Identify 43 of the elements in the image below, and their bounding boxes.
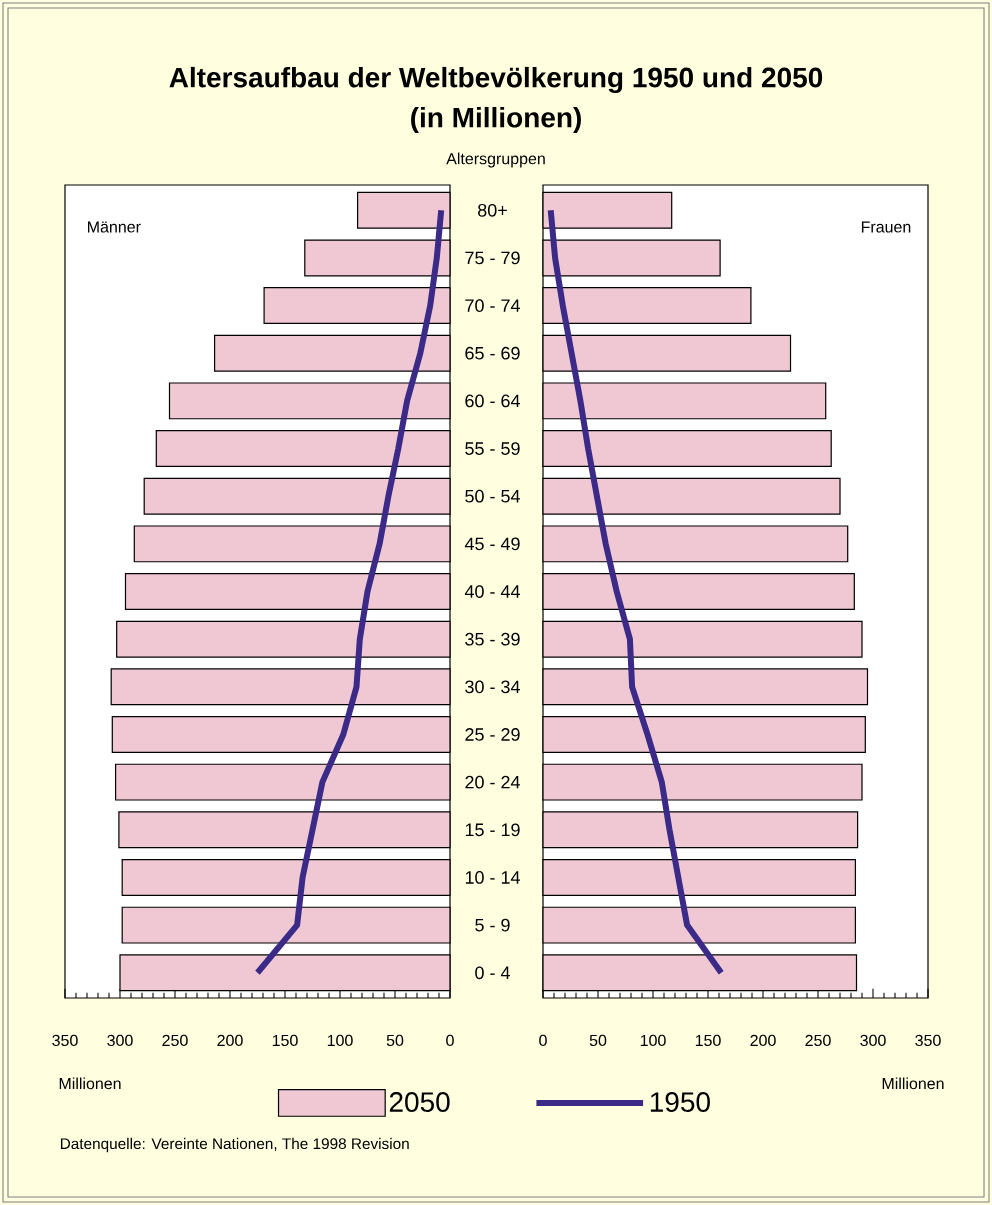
y-tick-label: 50 - 54 (465, 489, 520, 503)
y-tick-label: 35 - 39 (465, 632, 520, 646)
x-tick-label: 200 (217, 1034, 243, 1047)
x-tick-label: 200 (750, 1034, 776, 1047)
y-tick-label: 10 - 14 (465, 871, 520, 884)
x-tick-label: 0 (446, 1034, 454, 1047)
y-tick-label: 25 - 29 (465, 728, 520, 741)
x-axis-title: Millionen (59, 1077, 121, 1090)
y-tick-label: 30 - 34 (465, 680, 520, 694)
annotation: Männer (88, 221, 141, 233)
x-tick-label: 100 (327, 1034, 353, 1047)
y-tick-label: 15 - 19 (465, 823, 520, 837)
x-tick-label: 50 (589, 1034, 607, 1047)
y-tick-label: 60 - 64 (465, 394, 520, 408)
y-tick-label: 20 - 24 (465, 775, 520, 789)
y-tick-label: 0 - 4 (475, 966, 510, 980)
legend-label: 2050 (389, 1092, 450, 1112)
x-tick-label: 150 (695, 1034, 721, 1047)
x-tick-label: 350 (915, 1034, 941, 1047)
x-tick-label: 300 (860, 1034, 886, 1047)
y-tick-label: 80+ (478, 203, 507, 217)
x-tick-label: 0 (539, 1034, 547, 1047)
y-tick-label: 40 - 44 (464, 585, 520, 598)
text: Datenquelle: Vereinte Nationen, The 1998 Revision (60, 1137, 409, 1153)
x-tick-label: 50 (386, 1034, 404, 1047)
y-tick-label: 55 - 59 (465, 442, 520, 455)
y-tick-label: 5 - 9 (475, 918, 510, 932)
x-tick-label: 250 (162, 1034, 188, 1047)
x-tick-label: 100 (640, 1034, 666, 1047)
x-tick-label: 300 (107, 1034, 133, 1047)
x-axis-title: Millionen (882, 1077, 944, 1090)
x-tick-label: 350 (52, 1034, 78, 1047)
legend-label: 1950 (650, 1092, 710, 1112)
y-tick-label: 70 - 74 (465, 299, 520, 312)
y-tick-label: 65 - 69 (465, 346, 520, 360)
chart-title: Altersaufbau der Weltbevölkerung 1950 und 2050 (169, 66, 823, 94)
x-tick-label: 250 (805, 1034, 831, 1047)
annotation: Frauen (861, 221, 911, 233)
x-tick-label: 150 (272, 1034, 298, 1047)
y-tick-label: 45 - 49 (464, 537, 520, 551)
y-tick-label: 75 - 79 (465, 251, 520, 265)
y-axis-title: Altersgruppen (446, 152, 545, 168)
chart-subtitle: (in Millionen) (411, 106, 581, 134)
